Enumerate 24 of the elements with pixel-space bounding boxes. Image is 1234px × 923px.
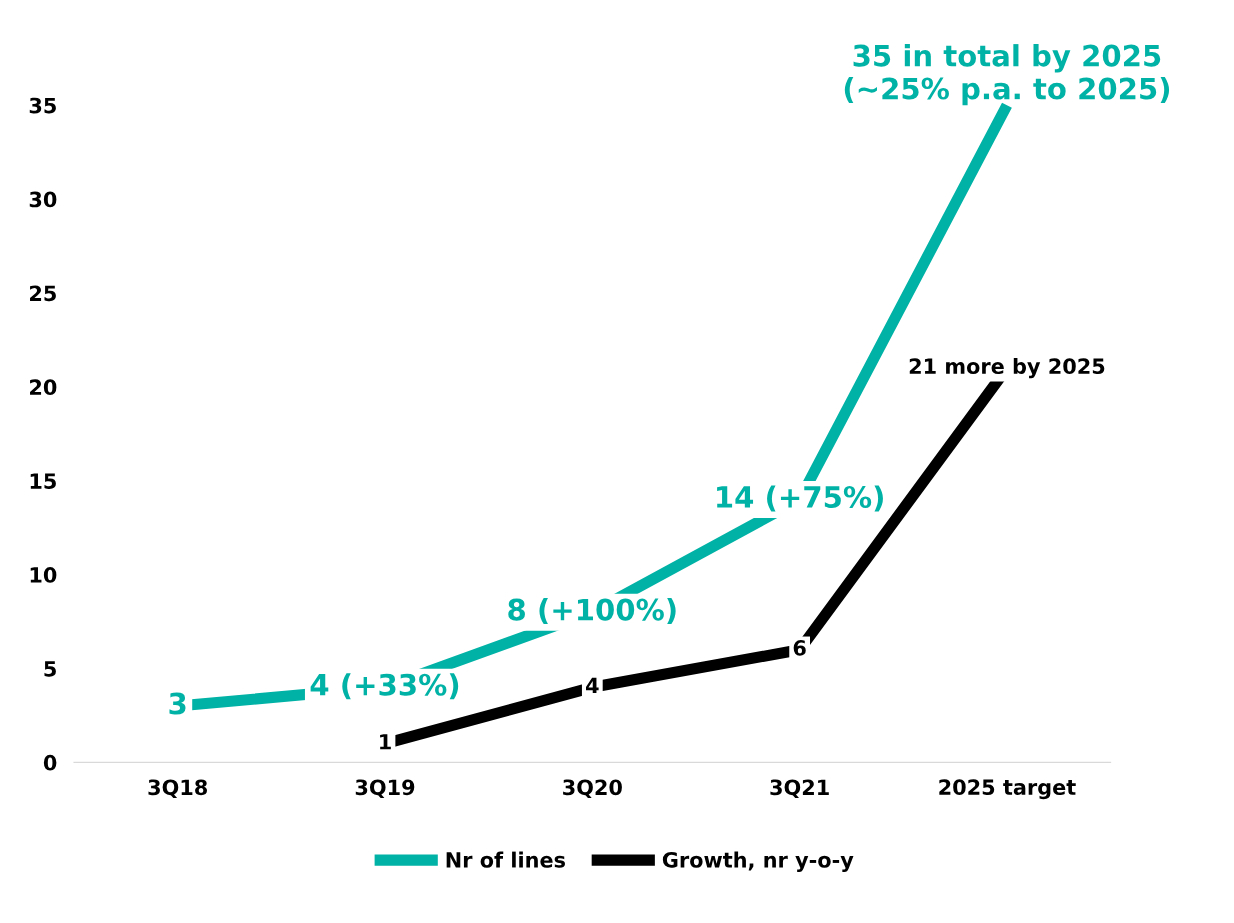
- data-label: 21 more by 2025: [909, 357, 1105, 379]
- x-tick-label: 2025 target: [939, 779, 1076, 800]
- legend-label: Growth, nr y-o-y: [662, 851, 854, 872]
- y-tick-label: 20: [30, 379, 57, 396]
- y-tick-label: 30: [29, 191, 57, 208]
- y-tick-label: 35: [29, 97, 56, 114]
- data-label: 4: [586, 677, 599, 694]
- x-tick-label: 3Q21: [770, 779, 829, 798]
- legend-label: Nr of lines: [446, 851, 565, 868]
- y-tick-label: 25: [30, 285, 56, 302]
- data-label: 4 (+33%): [310, 673, 459, 700]
- y-tick-label: 15: [30, 473, 56, 489]
- y-tick-label: 5: [44, 661, 56, 677]
- data-label: 14 (+75%): [717, 485, 883, 512]
- data-label: 6: [793, 640, 806, 656]
- data-label: 1: [380, 734, 391, 750]
- data-label: 35 in total by 2025 (~25% p.a. to 2025): [844, 44, 1170, 106]
- y-tick-label: 0: [43, 754, 57, 771]
- x-tick-label: 3Q20: [563, 779, 622, 798]
- data-label: 3: [169, 692, 186, 715]
- x-tick-label: 3Q18: [148, 779, 207, 798]
- x-tick-label: 3Q19: [355, 779, 415, 798]
- data-label: 8 (+100%): [508, 598, 676, 625]
- y-tick-label: 10: [30, 567, 57, 583]
